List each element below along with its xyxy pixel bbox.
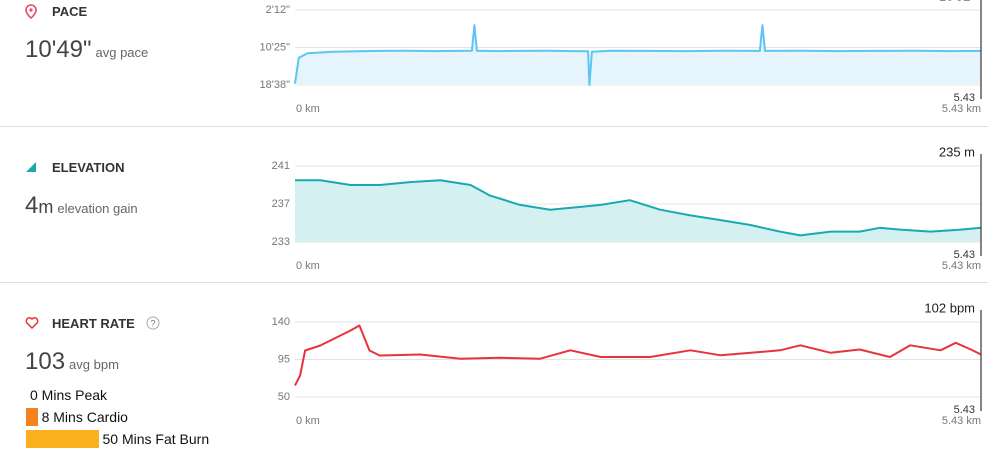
area <box>295 25 981 86</box>
y-tick-label: 95 <box>278 353 290 365</box>
summary-caption: avg pace <box>95 45 149 60</box>
zone-bar <box>26 408 38 426</box>
panel-title: HEART RATE <box>52 316 135 331</box>
zone-label: 0 Mins Peak <box>30 387 108 403</box>
y-tick-label: 237 <box>272 198 290 210</box>
line <box>295 179 982 237</box>
zone: 0 Mins Peak <box>26 386 107 404</box>
help-icon[interactable]: ? <box>146 316 160 330</box>
y-tick-label: 233 <box>272 236 290 248</box>
x-end-label: 5.43 km <box>942 260 981 272</box>
summary-value: 10'49" <box>25 36 92 63</box>
x-end-label: 5.43 km <box>942 415 981 427</box>
pace-icon <box>25 4 37 20</box>
tooltip: 235 m <box>939 144 975 159</box>
x-start-label: 0 km <box>296 415 320 427</box>
zone: 50 Mins Fat Burn <box>26 430 209 448</box>
zone-label: 50 Mins Fat Burn <box>102 431 210 447</box>
summary: 103 avg bpm <box>25 348 119 376</box>
zone-bar <box>26 430 99 448</box>
tooltip: 10'52" <box>939 0 975 3</box>
cursor-label: 5.43 <box>954 249 975 261</box>
summary-caption: elevation gain <box>57 201 138 216</box>
y-tick-label: 18'38" <box>260 79 291 91</box>
area <box>295 180 981 242</box>
line <box>294 324 982 386</box>
x-start-label: 0 km <box>296 103 320 115</box>
y-tick-label: 50 <box>278 391 290 403</box>
x-end-label: 5.43 km <box>942 103 981 115</box>
x-start-label: 0 km <box>296 260 320 272</box>
heart-icon <box>25 317 39 330</box>
tooltip: 102 bpm <box>924 300 975 315</box>
summary-value: 103 <box>25 348 66 375</box>
y-tick-label: 10'25" <box>260 41 291 53</box>
y-tick-label: 241 <box>272 160 290 172</box>
summary: 10'49" avg pace <box>25 36 148 64</box>
y-tick-label: 2'12" <box>266 4 290 16</box>
panel-title: PACE <box>52 4 88 19</box>
zone-label: 8 Mins Cardio <box>41 409 128 425</box>
elevation-icon <box>26 162 36 172</box>
line <box>294 24 982 86</box>
panel-title: ELEVATION <box>52 160 125 175</box>
cursor-label: 5.43 <box>954 404 975 416</box>
summary-value: 4 <box>25 192 39 219</box>
svg-text:?: ? <box>150 318 155 328</box>
summary-caption: avg bpm <box>69 357 119 372</box>
y-tick-label: 140 <box>272 316 290 328</box>
summary: 4m elevation gain <box>25 192 138 220</box>
zone: 8 Mins Cardio <box>26 408 128 426</box>
separator <box>0 126 988 127</box>
separator <box>0 282 988 283</box>
summary-unit: m <box>38 197 54 217</box>
cursor-label: 5.43 <box>954 92 975 104</box>
